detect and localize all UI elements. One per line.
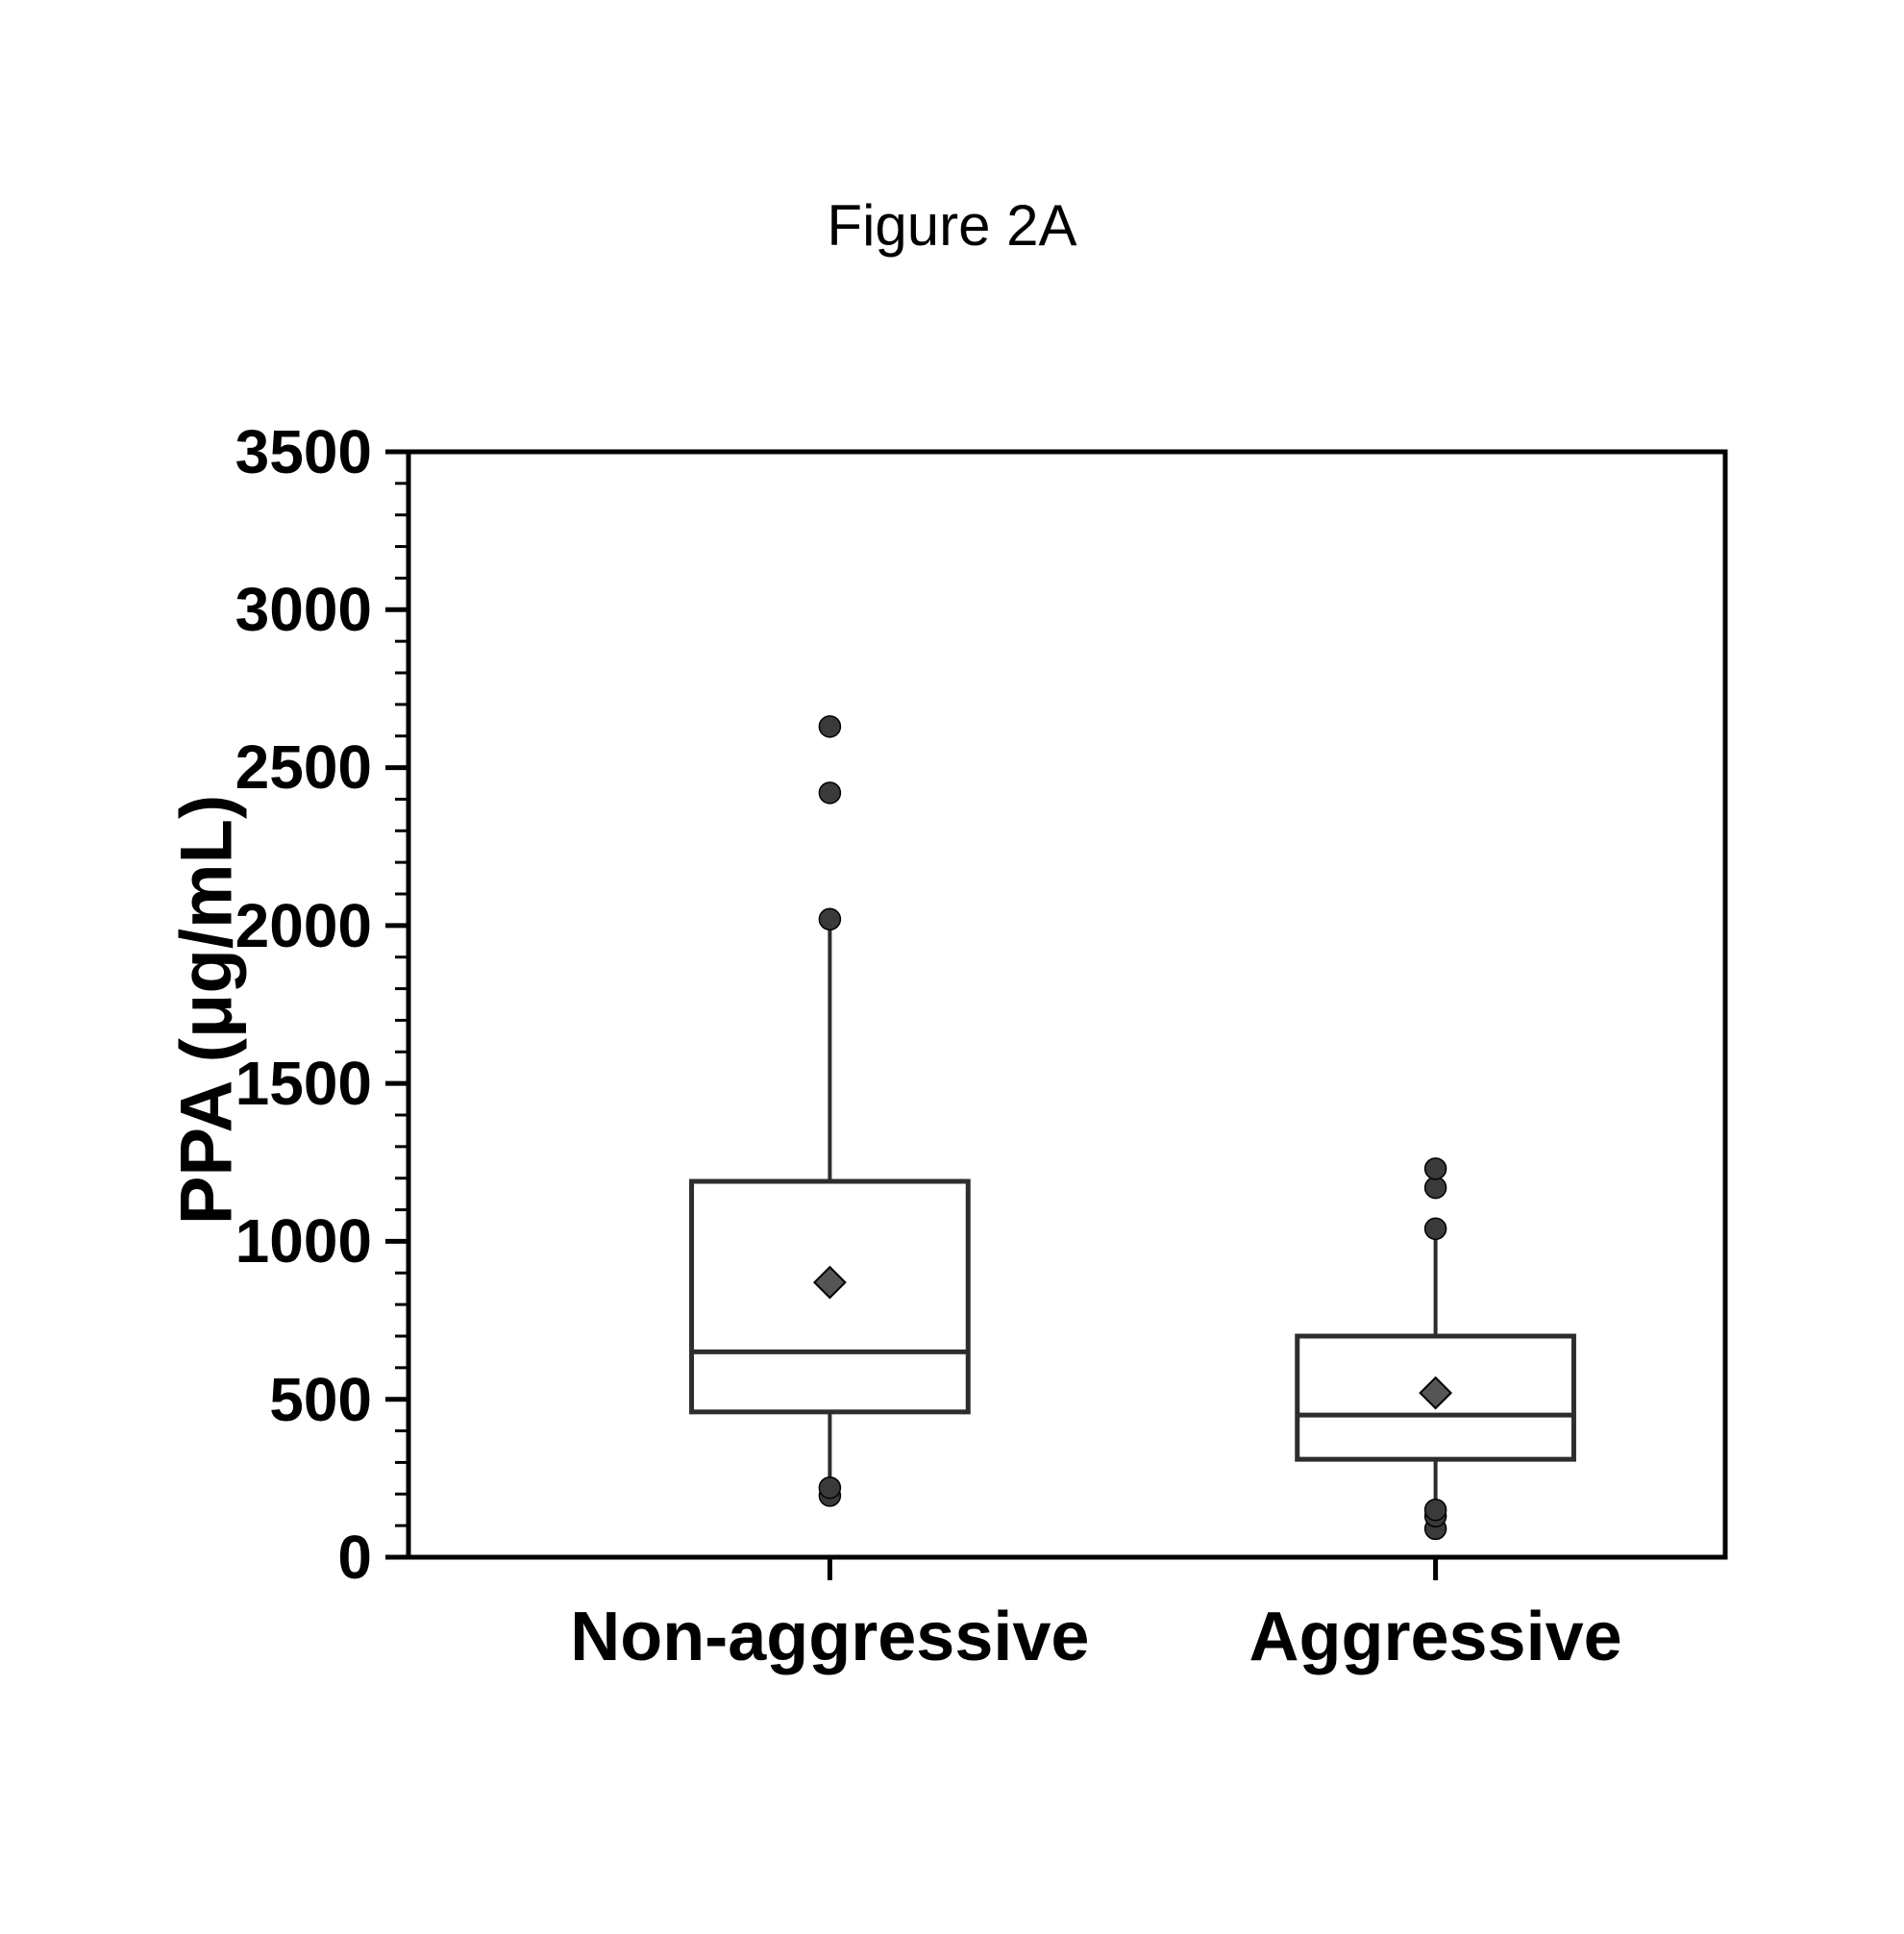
boxplot-svg	[0, 0, 1783, 1615]
page: Figure 2A PPA (μg/mL) 050010001500200025…	[0, 0, 1904, 1934]
